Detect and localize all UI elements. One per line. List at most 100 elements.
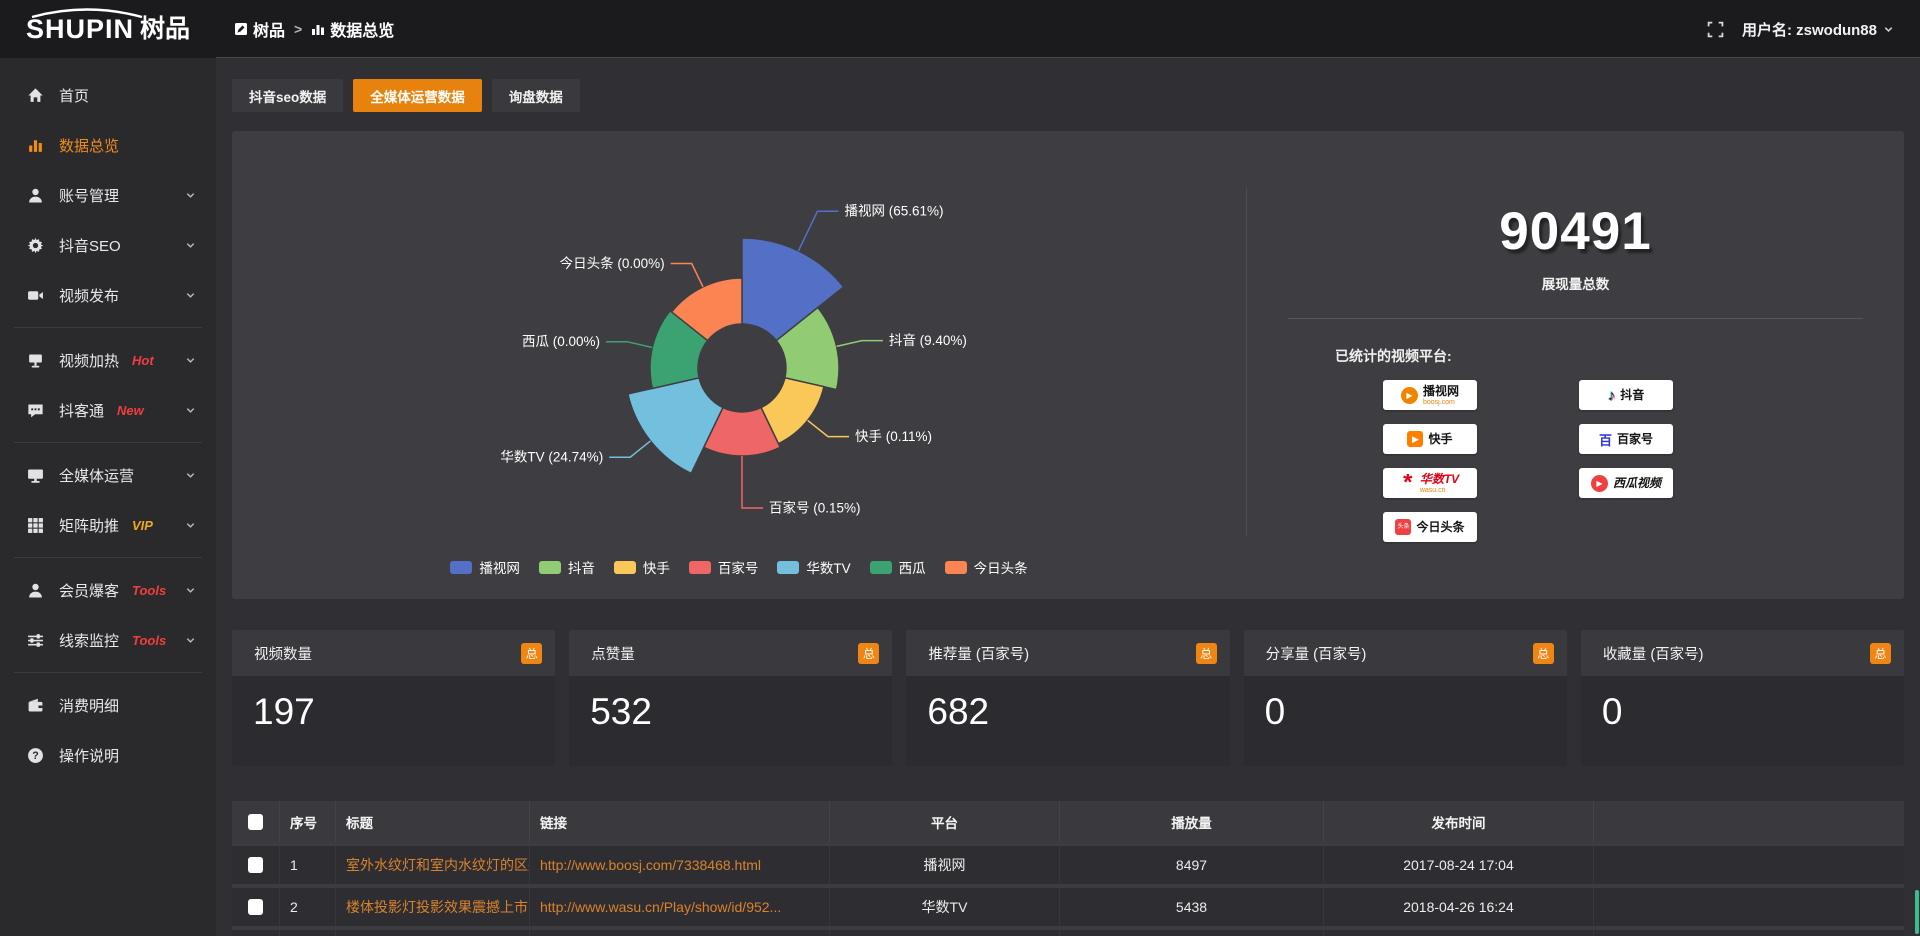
sidebar-item-10[interactable]: 矩阵助推 VIP	[0, 500, 216, 550]
platform-badge-3: 头条 今日头条	[1383, 512, 1477, 542]
legend-item-1[interactable]: 抖音	[538, 557, 595, 577]
sidebar-item-6[interactable]: 视频加热 Hot	[0, 335, 216, 385]
col-header-1: 标题	[336, 801, 530, 842]
chevron-down-icon	[185, 585, 196, 596]
sidebar-item-15[interactable]: 消费明细	[0, 680, 216, 730]
sidebar-item-13[interactable]: 线索监控 Tools	[0, 615, 216, 665]
legend-item-5[interactable]: 西瓜	[869, 557, 926, 577]
sidebar-item-1[interactable]: 数据总览	[0, 120, 216, 170]
sidebar-item-label: 操作说明	[59, 747, 120, 765]
total-badge: 总	[1870, 642, 1892, 664]
sidebar-item-7[interactable]: 抖客通 New	[0, 385, 216, 435]
sidebar-menu: 首页 数据总览 账号管理 抖音SEO 视频发布视频加热 Hot 抖客通 New 全媒体运营 矩阵助…	[0, 58, 216, 780]
app-logo: SHUPIN 树品	[0, 0, 216, 58]
legend-swatch	[869, 560, 892, 574]
cell-title-link[interactable]: 楼体投影灯投影效果震撼上市	[336, 888, 530, 926]
platform-badge-name: 播视网	[1422, 383, 1459, 398]
pie-slice-4[interactable]	[627, 376, 724, 475]
sidebar-item-badge: Tools	[132, 582, 167, 598]
pie-slice-6[interactable]	[670, 277, 743, 342]
sidebar: 首页 数据总览 账号管理 抖音SEO 视频发布视频加热 Hot 抖客通 New 全媒体运营 矩阵助…	[0, 58, 216, 936]
legend-swatch	[538, 560, 561, 574]
total-badge: 总	[521, 642, 543, 664]
sidebar-item-4[interactable]: 视频发布	[0, 270, 216, 320]
sidebar-item-label: 消费明细	[59, 697, 120, 715]
summary-panel: 90491 展现量总数 已统计的视频平台: ▶ 播视网 boosj.com ▶ 快手 * 华…	[1247, 131, 1904, 599]
overview-panel: 播视网 (65.61%) 抖音 (9.40%) 快手 (0.11%) 百家号 (0.1…	[232, 131, 1904, 599]
platform-badge-name: 西瓜视频	[1612, 476, 1661, 490]
cell-title-link[interactable]: 室外水纹灯和室内水纹灯的区别和简介	[336, 846, 530, 884]
bar-chart-icon	[311, 22, 325, 36]
sidebar-item-16[interactable]: ? 操作说明	[0, 730, 216, 780]
sidebar-item-0[interactable]: 首页	[0, 70, 216, 120]
toutiao-icon: 头条	[1395, 519, 1412, 535]
pie-label-line-6	[670, 262, 704, 288]
sidebar-item-badge: Hot	[132, 352, 154, 368]
tab-1[interactable]: 全媒体运营数据	[353, 79, 482, 112]
pie-slice-1[interactable]	[775, 306, 840, 391]
select-all-checkbox[interactable]	[248, 813, 263, 830]
rose-pie-chart: 播视网 (65.61%) 抖音 (9.40%) 快手 (0.11%) 百家号 (0.1…	[500, 204, 967, 516]
sidebar-item-label: 会员爆客	[59, 582, 120, 600]
sidebar-item-2[interactable]: 账号管理	[0, 170, 216, 220]
user-menu[interactable]: 用户名: zswodun88	[1742, 19, 1894, 40]
breadcrumb-root[interactable]: 树品	[234, 17, 285, 41]
pie-label-line-3	[741, 456, 763, 509]
sidebar-item-3[interactable]: 抖音SEO	[0, 220, 216, 270]
legend-item-4[interactable]: 华数TV	[777, 557, 851, 577]
fullscreen-icon[interactable]	[1707, 21, 1724, 38]
pie-label-line-4	[609, 440, 651, 458]
legend-item-2[interactable]: 快手	[613, 557, 670, 577]
screen-stand-icon	[27, 352, 44, 369]
stat-card-title: 点赞量	[591, 646, 635, 663]
sidebar-item-label: 线索监控	[59, 632, 120, 650]
legend-label: 抖音	[567, 561, 595, 576]
cell-url-link[interactable]: http://www.boosj.com/7338468.html	[530, 846, 830, 884]
cell-url-link[interactable]: http://www.wasu.cn/Play/show/id/952...	[530, 888, 830, 926]
stat-card-3: 分享量 (百家号) 总 0	[1243, 630, 1567, 766]
checkbox-cell	[232, 888, 280, 926]
sidebar-divider	[14, 672, 202, 673]
doc-edit-icon	[234, 22, 248, 36]
pie-label-2: 快手 (0.11%)	[855, 429, 932, 444]
stat-card-title: 分享量 (百家号)	[1265, 646, 1367, 663]
legend-item-0[interactable]: 播视网	[450, 557, 520, 577]
cell-url	[530, 930, 830, 936]
pie-label-0: 播视网 (65.61%)	[845, 204, 944, 219]
pie-slice-0[interactable]	[741, 237, 845, 342]
tab-2[interactable]: 询盘数据	[491, 79, 580, 112]
tab-0[interactable]: 抖音seo数据	[232, 79, 344, 112]
breadcrumb-separator: >	[294, 21, 303, 37]
sidebar-item-badge: Tools	[132, 632, 167, 648]
legend-item-3[interactable]: 百家号	[688, 557, 759, 577]
impressions-total-label: 展现量总数	[1541, 277, 1610, 292]
baijiahao-icon: 百	[1598, 432, 1612, 448]
legend-label: 华数TV	[806, 561, 851, 576]
pie-label-3: 百家号 (0.15%)	[769, 500, 861, 516]
cell-time: 2018-04-26 16:24	[1324, 888, 1594, 926]
sidebar-item-9[interactable]: 全媒体运营	[0, 450, 216, 500]
xigua-play-icon: ▶	[1590, 474, 1608, 492]
page-scrollbar[interactable]	[1915, 890, 1919, 934]
home-icon	[27, 87, 44, 104]
row-checkbox[interactable]	[248, 899, 263, 915]
chevron-down-icon	[1884, 26, 1893, 32]
pie-label-line-2	[807, 419, 849, 438]
breadcrumb-current[interactable]: 数据总览	[311, 17, 394, 41]
row-checkbox[interactable]	[248, 857, 263, 873]
legend-label: 百家号	[717, 561, 759, 576]
sidebar-item-12[interactable]: 会员爆客 Tools	[0, 565, 216, 615]
sidebar-divider	[14, 442, 202, 443]
total-badge: 总	[858, 642, 880, 664]
table-row-1: 2 楼体投影灯投影效果震撼上市 http://www.wasu.cn/Play/sh…	[232, 884, 1904, 926]
checkbox-cell	[232, 846, 280, 884]
col-header-extra	[1594, 801, 1904, 842]
bar-chart-icon	[27, 137, 44, 154]
breadcrumb: 树品 > 数据总览	[234, 17, 394, 41]
legend-item-6[interactable]: 今日头条	[944, 557, 1028, 577]
logo-text-en: SHUPIN	[26, 7, 143, 43]
chevron-down-icon	[185, 635, 196, 646]
stat-card-2: 推荐量 (百家号) 总 682	[906, 630, 1230, 766]
stat-card-1: 点赞量 总 532	[569, 630, 893, 766]
platform-badge-name: 今日头条	[1416, 520, 1465, 534]
